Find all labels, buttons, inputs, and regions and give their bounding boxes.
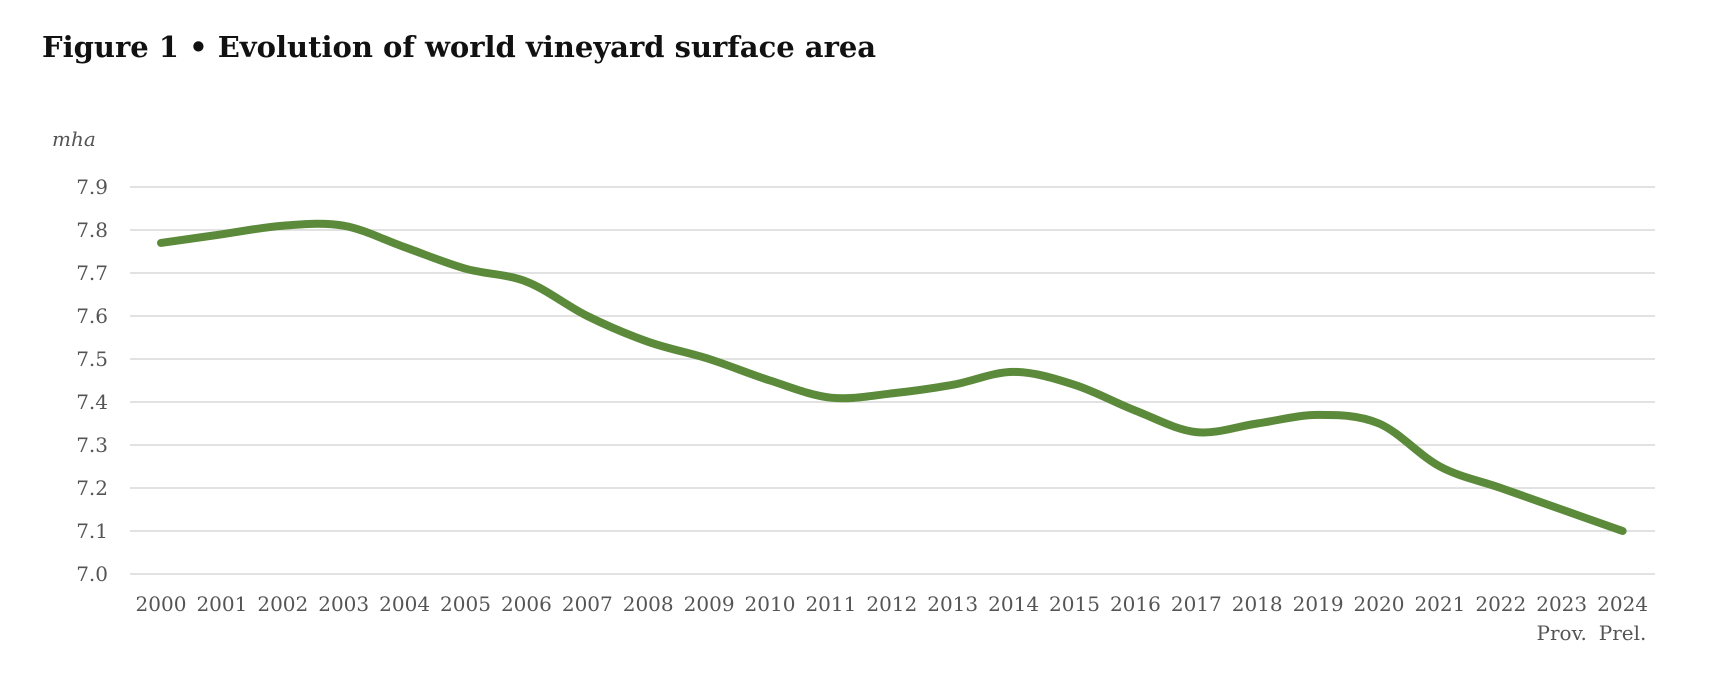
data-point xyxy=(1074,384,1075,386)
y-tick-label: 7.5 xyxy=(76,347,108,371)
series-line xyxy=(157,219,1627,535)
data-point xyxy=(160,242,162,244)
data-point xyxy=(465,268,466,270)
y-tick-label: 7.6 xyxy=(76,304,108,328)
x-tick-label: 2009 xyxy=(684,592,735,616)
x-tick-label: 2004 xyxy=(379,592,430,616)
y-axis-ticks: 7.0 7.1 7.2 7.3 7.4 7.5 7.6 7.7 7.8 7.9 xyxy=(76,175,108,586)
data-point xyxy=(1317,414,1319,416)
x-tick-label: 2005 xyxy=(440,592,491,616)
x-tick-label: 2014 xyxy=(988,592,1039,616)
data-point xyxy=(1561,509,1563,510)
x-tick-label: 2008 xyxy=(623,592,674,616)
x-tick-label: 2017 xyxy=(1171,592,1222,616)
data-point xyxy=(708,358,710,360)
y-axis-label: mha xyxy=(52,127,96,151)
y-tick-label: 7.9 xyxy=(76,175,108,199)
data-point xyxy=(1013,371,1015,373)
x-tick-label: 2007 xyxy=(562,592,613,616)
y-tick-label: 7.4 xyxy=(76,390,108,414)
data-point xyxy=(586,315,588,317)
data-point xyxy=(282,225,284,227)
data-point xyxy=(647,341,649,343)
gridlines xyxy=(130,186,1655,575)
x-tick-label: 2003 xyxy=(318,592,369,616)
data-point xyxy=(1195,431,1197,433)
x-tick-label: 2006 xyxy=(501,592,552,616)
x-tick-label: 2010 xyxy=(745,592,796,616)
y-tick-label: 7.0 xyxy=(76,562,108,586)
data-point xyxy=(1439,466,1441,467)
x-tick-note: Prov. xyxy=(1537,621,1587,645)
data-point xyxy=(1622,530,1624,532)
data-point xyxy=(891,392,893,394)
data-point xyxy=(952,384,954,386)
data-point xyxy=(830,397,832,399)
data-point xyxy=(1256,423,1258,424)
x-tick-label: 2022 xyxy=(1475,592,1526,616)
y-tick-label: 7.1 xyxy=(76,519,108,543)
data-point xyxy=(1378,423,1380,424)
chart-title: Figure 1 • Evolution of world vineyard s… xyxy=(42,30,877,64)
x-tick-label: 2013 xyxy=(927,592,978,616)
x-tick-label: 2024 xyxy=(1597,592,1648,616)
x-tick-label: 2000 xyxy=(136,592,187,616)
x-tick-label: 2021 xyxy=(1414,592,1465,616)
x-tick-label: 2020 xyxy=(1354,592,1405,616)
x-tick-label: 2018 xyxy=(1232,592,1283,616)
data-point xyxy=(1134,410,1136,412)
x-axis-ticks: 2000 2001 2002 2003 2004 2005 2006 2007 2008 2009… xyxy=(136,592,1649,645)
x-tick-label: 2012 xyxy=(866,592,917,616)
y-tick-label: 7.7 xyxy=(76,261,108,285)
series-layer xyxy=(157,219,1627,535)
y-tick-label: 7.8 xyxy=(76,218,108,242)
x-tick-label: 2001 xyxy=(196,592,247,616)
data-point xyxy=(404,246,406,248)
data-point xyxy=(221,233,223,235)
x-tick-label: 2023 xyxy=(1536,592,1587,616)
data-point xyxy=(343,225,345,227)
x-tick-label: 2002 xyxy=(257,592,308,616)
y-tick-label: 7.3 xyxy=(76,433,108,457)
data-point xyxy=(525,281,527,283)
x-tick-label: 2019 xyxy=(1293,592,1344,616)
data-point xyxy=(769,380,771,381)
x-tick-label: 2015 xyxy=(1049,592,1100,616)
x-tick-label: 2011 xyxy=(805,592,856,616)
x-tick-note: Prel. xyxy=(1599,621,1647,645)
data-point xyxy=(1500,487,1502,489)
y-tick-label: 7.2 xyxy=(76,476,108,500)
x-tick-label: 2016 xyxy=(1110,592,1161,616)
